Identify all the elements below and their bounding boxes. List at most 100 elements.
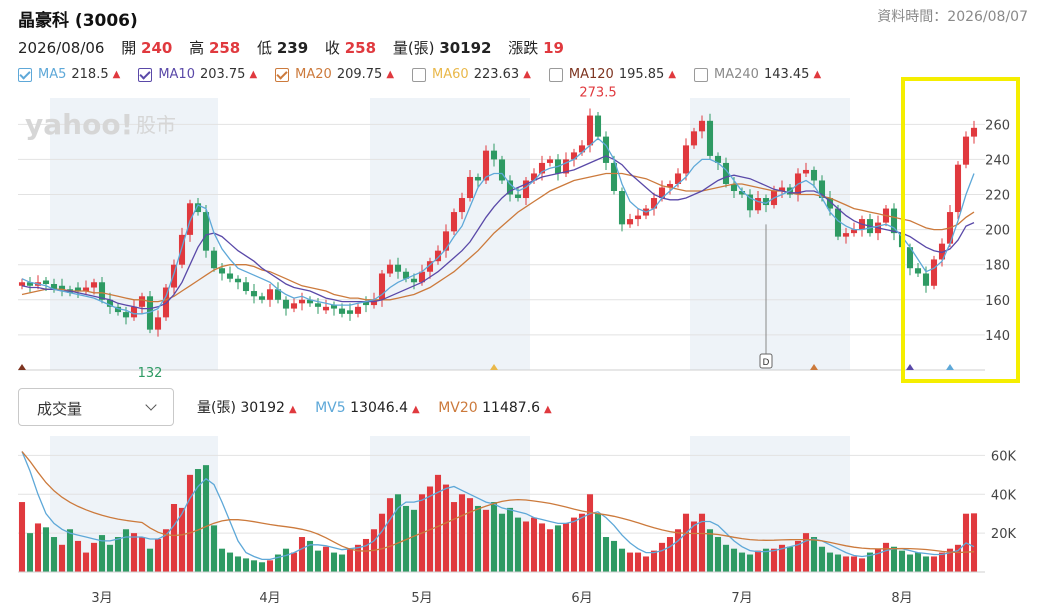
candle-body	[922, 273, 930, 286]
candle-body	[298, 299, 306, 304]
volume-bar	[778, 544, 786, 572]
candle-body	[490, 150, 498, 160]
ma20-line	[21, 172, 975, 303]
candle-body	[418, 271, 426, 283]
checkbox-icon[interactable]	[138, 67, 153, 82]
candle-body	[306, 299, 314, 304]
volume-bar	[706, 529, 714, 572]
candle-body	[730, 183, 738, 192]
month-tick-label: 7月	[731, 591, 752, 606]
volume-bar	[506, 507, 514, 572]
volume-bar	[178, 507, 186, 572]
candle-body	[906, 247, 914, 269]
candle-body	[514, 194, 522, 199]
ma-toggle-ma240[interactable]: MA240 143.45 ▲	[694, 67, 821, 82]
low-annotation: 132	[138, 366, 163, 381]
volume-bar	[730, 548, 738, 572]
ma-name: MA20	[295, 67, 332, 82]
checkbox-icon[interactable]	[412, 67, 427, 82]
indicator-select-label: 成交量	[37, 400, 83, 418]
volume-bar	[858, 558, 866, 572]
candle-body	[674, 173, 682, 184]
volume-bar	[98, 535, 106, 572]
volume-bar	[50, 537, 58, 572]
candle-body	[282, 299, 290, 309]
volume-bar	[450, 502, 458, 572]
candle-body	[106, 299, 114, 307]
ma-toggle-ma60[interactable]: MA60 223.63 ▲	[412, 67, 531, 82]
checkbox-icon[interactable]	[275, 67, 290, 82]
volume-bar	[642, 556, 650, 572]
ma-toggle-ma5[interactable]: MA5 218.5 ▲	[18, 67, 120, 82]
candle-body	[226, 273, 234, 279]
candle-body	[602, 136, 610, 163]
candle-body	[618, 191, 626, 225]
candle-body	[594, 115, 602, 137]
price-tick-label: 260	[985, 118, 1010, 133]
month-tick-label: 8月	[891, 591, 912, 606]
volume-bar	[306, 540, 314, 572]
volume-bar	[866, 552, 874, 572]
price-tick-label: 180	[985, 259, 1010, 274]
volume-bar	[626, 552, 634, 572]
ma-toggle-ma10[interactable]: MA10 203.75 ▲	[138, 67, 257, 82]
candle-body	[330, 305, 338, 309]
candle-body	[706, 120, 714, 156]
candle-body	[250, 291, 258, 297]
candle-body	[818, 180, 826, 199]
volume-bar	[666, 537, 674, 572]
candle-body	[474, 176, 482, 181]
quote-date: 2026/08/06	[18, 39, 105, 57]
candle-body	[506, 180, 514, 195]
volume-bar	[266, 560, 274, 572]
candle-body	[762, 198, 770, 206]
volume-bar	[250, 560, 258, 572]
candle-body	[378, 273, 386, 300]
candle-body	[42, 280, 50, 285]
volume-bar	[346, 548, 354, 572]
volume-bar	[258, 562, 266, 572]
ma-cross-marker	[810, 364, 818, 370]
indicator-select[interactable]: 成交量	[18, 388, 174, 426]
volume-bar	[922, 556, 930, 572]
checkbox-icon[interactable]	[18, 67, 32, 82]
volume-bar	[874, 548, 882, 572]
volume-bar	[90, 542, 98, 572]
candle-body	[530, 173, 538, 181]
volume-bar	[434, 474, 442, 572]
volume-bar	[466, 498, 474, 572]
ma-name: MA60	[432, 67, 469, 82]
volume-bar	[18, 502, 26, 572]
volume-bar	[842, 556, 850, 572]
candle-body	[410, 278, 418, 283]
volume-bar	[578, 513, 586, 572]
candle-body	[698, 120, 706, 132]
candle-body	[450, 212, 458, 232]
candle-body	[322, 306, 330, 311]
candle-body	[626, 219, 634, 225]
volume-bar	[234, 556, 242, 572]
month-tick-label: 6月	[571, 591, 592, 606]
checkbox-icon[interactable]	[694, 67, 709, 82]
candle-body	[578, 145, 586, 153]
candle-body	[234, 278, 242, 283]
ma-cross-marker	[946, 364, 954, 370]
event-marker-label: D	[763, 358, 770, 368]
volume-bar	[130, 533, 138, 572]
volume-bar	[538, 523, 546, 572]
candle-body	[194, 203, 202, 213]
candle-body	[58, 285, 66, 290]
volume-bar	[946, 548, 954, 572]
volume-bar	[82, 552, 90, 572]
volume-bar	[410, 509, 418, 572]
ma-toggle-ma120[interactable]: MA120 195.85 ▲	[548, 67, 676, 82]
quote-high: 高 258	[189, 39, 241, 57]
candle-body	[754, 198, 762, 211]
candle-body	[842, 233, 850, 237]
volume-bar	[66, 529, 74, 572]
checkbox-icon[interactable]	[548, 67, 563, 82]
ma-toggle-ma20[interactable]: MA20 209.75 ▲	[275, 67, 394, 82]
candle-body	[274, 289, 282, 300]
vol-legend-volume: 量(張) 30192 ▲	[197, 400, 297, 416]
